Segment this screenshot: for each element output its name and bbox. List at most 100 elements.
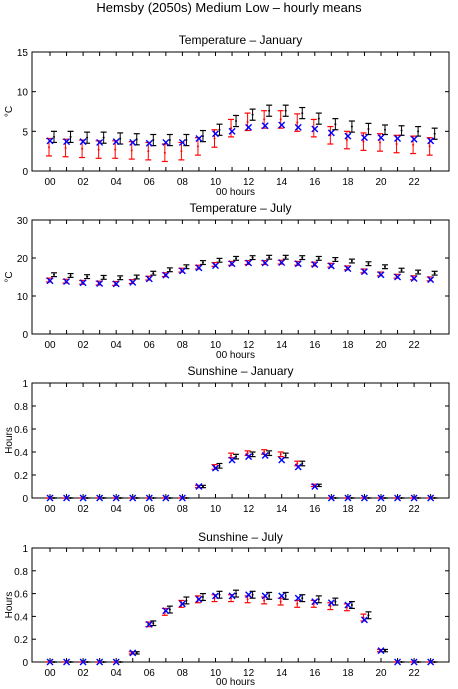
cross-point [245,591,253,599]
errorbar-point [67,272,74,278]
y-tick-label: 10 [17,88,29,99]
x-tick-label: 00 [44,340,56,351]
x-tick-label: 14 [276,668,288,679]
cross-point [145,275,153,283]
y-tick-label: 5 [22,127,28,138]
cross-point [112,658,120,666]
panel-title: Sunshine – January [187,364,293,378]
y-axis-label: °C [4,271,15,282]
x-tick-label: 18 [342,504,354,515]
cross-point [278,456,286,464]
cross-point [410,135,418,143]
x-tick-label: 00 [44,504,56,515]
errorbar-point [382,124,388,136]
y-tick-label: 30 [17,216,29,227]
x-tick-label: 04 [111,177,123,188]
plot-frame [31,219,450,335]
x-tick-label: 02 [78,504,90,515]
errorbar-point [117,275,124,281]
y-axis-label: °C [4,106,15,117]
cross-point [261,451,269,459]
x-tick-label: 10 [210,340,222,351]
y-tick-label: 0 [22,494,28,505]
errorbar-point [393,497,400,499]
cross-point [63,658,71,666]
x-tick-label: 14 [276,177,288,188]
cross-point [278,259,286,267]
cross-point [46,494,54,502]
x-tick-label: 02 [78,177,90,188]
errorbar-point [166,605,173,614]
x-axis-label: 00 hours [216,350,255,361]
cross-point [145,139,153,147]
errorbar-point [282,104,289,117]
x-tick-label: 20 [375,177,387,188]
cross-point [195,595,203,603]
errorbar-point [161,143,168,163]
cross-point [96,494,104,502]
errorbar-point [327,125,334,145]
cross-point [360,134,368,142]
x-tick-label: 20 [375,504,387,515]
x-tick-label: 16 [309,668,321,679]
cross-point [261,122,269,130]
errorbar-point [315,112,322,125]
errorbar-point [166,267,173,273]
cross-point [245,123,253,131]
x-tick-label: 20 [375,668,387,679]
y-tick-label: 20 [17,254,29,265]
cross-point [360,268,368,276]
cross-point [145,620,153,628]
cross-point [377,647,385,655]
cross-point [377,271,385,279]
x-tick-label: 08 [177,504,189,515]
errorbar-point [133,133,140,146]
x-tick-label: 16 [309,177,321,188]
errorbar-point [228,118,235,138]
errorbar-point [348,600,355,610]
errorbar-point [233,114,240,128]
cross-point [63,494,71,502]
cross-point [377,134,385,142]
y-tick-label: 0.8 [14,402,28,413]
y-tick-label: 0.6 [14,590,28,601]
cross-point [63,278,71,286]
x-axis-label: 00 hours [216,187,255,198]
cross-point [162,494,170,502]
x-tick-label: 04 [111,504,123,515]
cross-point [162,607,170,615]
errorbar-point [216,257,223,263]
series-blue [46,451,435,502]
x-tick-label: 06 [144,340,156,351]
x-tick-label: 18 [342,668,354,679]
errorbar-point [266,254,273,260]
series-red [46,110,433,163]
x-tick-label: 22 [409,340,421,351]
errorbar-point [216,462,223,469]
errorbar-point [194,595,201,604]
y-tick-label: 0 [22,167,28,178]
errorbar-point [365,261,372,267]
cross-point [112,280,120,288]
cross-point [195,134,203,142]
cross-point [96,658,104,666]
cross-point [360,616,368,624]
cross-point [195,264,203,272]
x-tick-label: 08 [177,668,189,679]
cross-point [261,592,269,600]
errorbar-point [150,133,157,147]
x-tick-label: 22 [409,668,421,679]
cross-point [79,494,87,502]
cross-point [278,592,286,600]
errorbar-point [282,591,289,600]
cross-point [245,453,253,461]
x-tick-label: 16 [309,340,321,351]
x-tick-label: 10 [210,177,222,188]
cross-point [344,132,352,140]
errorbar-point [299,106,306,120]
cross-point [79,279,87,287]
plot-frame [31,547,450,663]
y-tick-label: 0.6 [14,425,28,436]
cross-point [245,259,253,267]
y-axis-label: Hours [4,592,15,619]
